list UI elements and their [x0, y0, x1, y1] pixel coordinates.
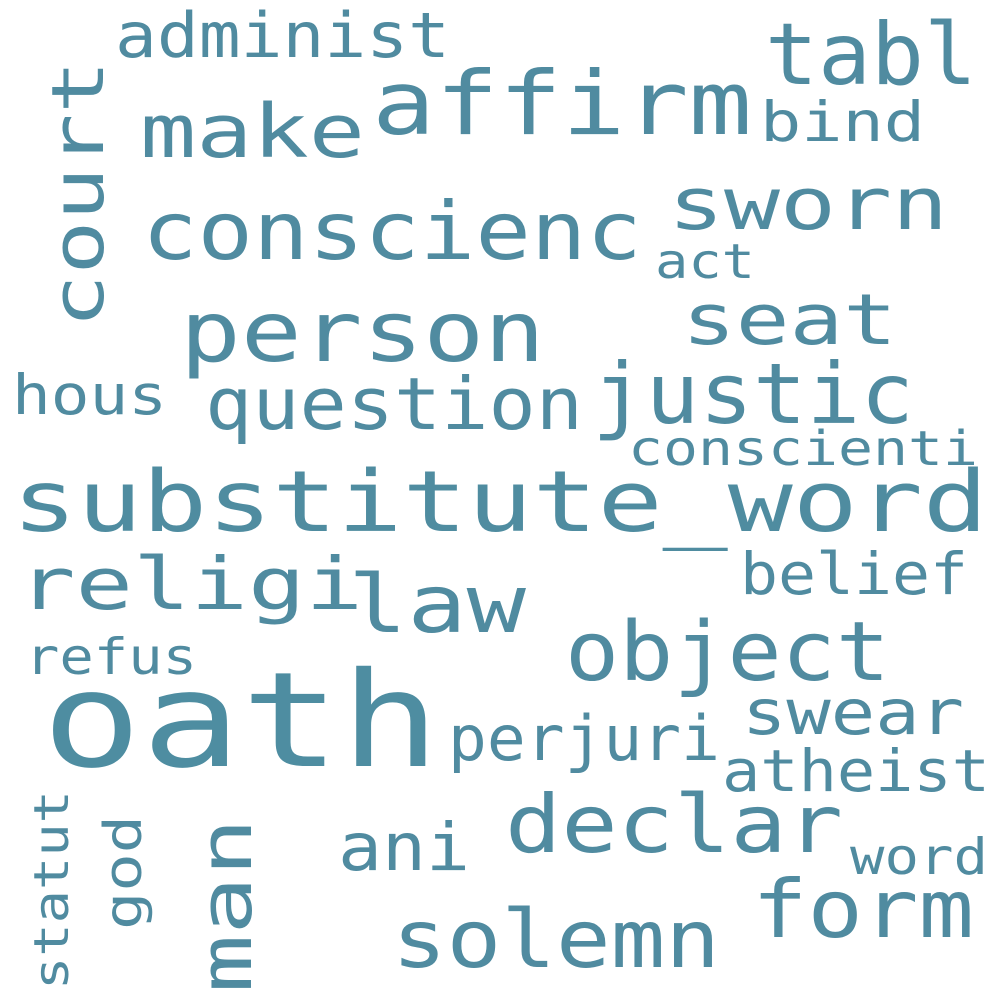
- word-law: law: [348, 558, 526, 651]
- word-person: person: [180, 283, 545, 381]
- word-statut: statut: [24, 790, 80, 990]
- word-ani: ani: [338, 809, 470, 886]
- word-swear: swear: [742, 676, 964, 749]
- word-oath: oath: [42, 644, 440, 798]
- word-god: god: [94, 815, 154, 930]
- word-act: act: [655, 234, 755, 290]
- word-declar: declar: [505, 778, 843, 871]
- word-administ: administ: [115, 0, 450, 72]
- word-word: word: [850, 828, 988, 886]
- word-conscienti: conscienti: [628, 421, 978, 477]
- word-substitute-word: substitute_word: [12, 453, 989, 552]
- word-tabl: tabl: [765, 5, 977, 105]
- word-refus: refus: [25, 628, 197, 686]
- word-conscienc: conscienc: [142, 185, 642, 278]
- word-hous: hous: [12, 363, 167, 427]
- word-form: form: [752, 863, 974, 956]
- word-justic: justic: [592, 345, 914, 443]
- word-bind: bind: [760, 90, 925, 154]
- word-religi: religi: [18, 542, 363, 626]
- word-solemn: solemn: [392, 893, 720, 986]
- word-question: question: [205, 362, 583, 446]
- word-belief: belief: [740, 540, 968, 608]
- word-court: court: [36, 59, 120, 328]
- word-seat: seat: [682, 279, 897, 361]
- word-affirm: affirm: [372, 52, 752, 155]
- word-man: man: [184, 818, 268, 993]
- word-sworn: sworn: [668, 162, 948, 246]
- word-perjuri: perjuri: [448, 702, 720, 775]
- word-atheist: atheist: [722, 737, 990, 805]
- word-object: object: [565, 605, 890, 700]
- word-make: make: [140, 89, 365, 175]
